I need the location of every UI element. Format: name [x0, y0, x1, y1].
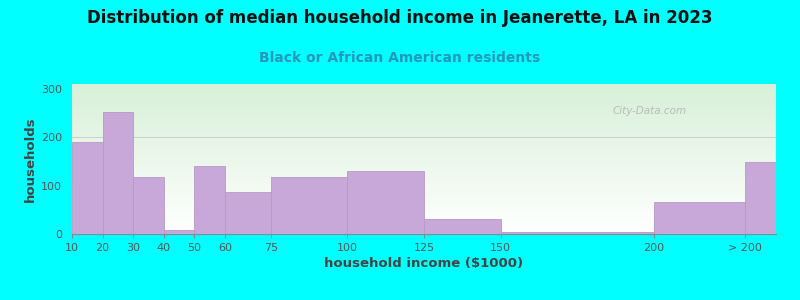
- Y-axis label: households: households: [24, 116, 37, 202]
- Bar: [72, 142, 102, 234]
- X-axis label: household income ($1000): household income ($1000): [325, 257, 523, 270]
- Bar: [654, 202, 746, 234]
- Text: Distribution of median household income in Jeanerette, LA in 2023: Distribution of median household income …: [87, 9, 713, 27]
- Bar: [134, 177, 164, 234]
- Bar: [102, 112, 134, 234]
- Bar: [501, 232, 654, 234]
- Text: Black or African American residents: Black or African American residents: [259, 51, 541, 65]
- Bar: [271, 177, 347, 234]
- Bar: [164, 230, 194, 234]
- Bar: [194, 166, 225, 234]
- Bar: [424, 220, 501, 234]
- Text: City-Data.com: City-Data.com: [612, 106, 686, 116]
- Bar: [347, 171, 424, 234]
- Bar: [225, 192, 271, 234]
- Bar: [746, 162, 776, 234]
